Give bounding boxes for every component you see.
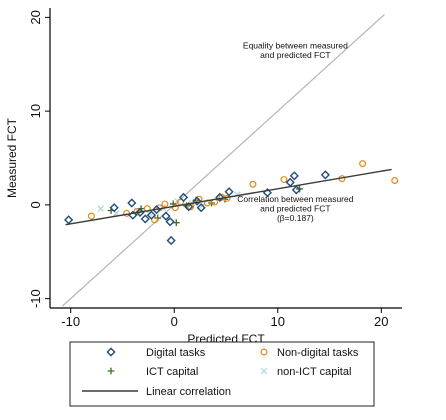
legend-label-linear: Linear correlation: [146, 386, 231, 398]
y-tick-label: 20: [28, 10, 43, 24]
x-tick-label: 10: [271, 314, 285, 329]
y-tick-label: 0: [28, 201, 43, 208]
digital-point: [166, 235, 176, 246]
digital-point: [289, 171, 299, 181]
plot-area: [62, 14, 399, 307]
annotation-text: and predicted FCT: [260, 50, 330, 60]
y-tick-label: 10: [28, 104, 43, 118]
legend-marker-non-digital: [260, 348, 268, 356]
digital-point: [184, 202, 194, 212]
digital-point: [109, 203, 119, 213]
digital-point: [215, 192, 225, 202]
equality-line: [62, 14, 385, 307]
non-digital-point: [161, 200, 169, 208]
legend-label-digital: Digital tasks: [146, 347, 206, 359]
digital-point: [291, 185, 301, 195]
legend-marker-non-ict: [260, 367, 268, 375]
digital-point: [165, 217, 175, 227]
x-tick-label: 20: [374, 314, 388, 329]
legend-label-non-digital: Non-digital tasks: [277, 347, 359, 359]
digital-point: [320, 170, 330, 180]
non-digital-point: [171, 204, 179, 212]
non-digital-point: [391, 177, 399, 185]
digital-point: [146, 210, 157, 220]
digital-point: [161, 211, 171, 221]
annotation-text: (β=0.187): [277, 213, 314, 223]
linear-correlation-line: [65, 168, 392, 226]
digital-point: [127, 198, 137, 208]
ict-point: [172, 219, 180, 227]
y-tick-label: -10: [28, 289, 43, 308]
y-axis-title: Measured FCT: [5, 117, 19, 198]
legend-label-non-ict: non-ICT capital: [277, 366, 351, 378]
annotation-text: and predicted FCT: [260, 204, 330, 214]
non-digital-point: [87, 212, 95, 220]
annotation-text: Equality between measured: [243, 40, 348, 50]
digital-point: [178, 192, 189, 202]
legend: Digital tasks Non-digital tasks ICT capita…: [69, 341, 375, 407]
legend-marker-digital: [106, 347, 116, 357]
legend-label-ict: ICT capital: [146, 366, 198, 378]
x-tick-label: -10: [61, 314, 80, 329]
x-tick-label: 0: [171, 314, 178, 329]
digital-point: [192, 196, 202, 206]
legend-box: [69, 341, 375, 407]
non-digital-point: [151, 216, 159, 224]
digital-point: [140, 214, 150, 224]
legend-marker-ict: [107, 367, 115, 375]
annotation-text: Correlation between measured: [237, 194, 354, 204]
digital-point: [196, 203, 206, 213]
non-ict-point: [97, 205, 104, 212]
non-digital-point: [359, 160, 367, 168]
digital-point: [224, 187, 234, 197]
non-digital-point: [249, 180, 257, 188]
non-digital-point: [280, 176, 288, 184]
